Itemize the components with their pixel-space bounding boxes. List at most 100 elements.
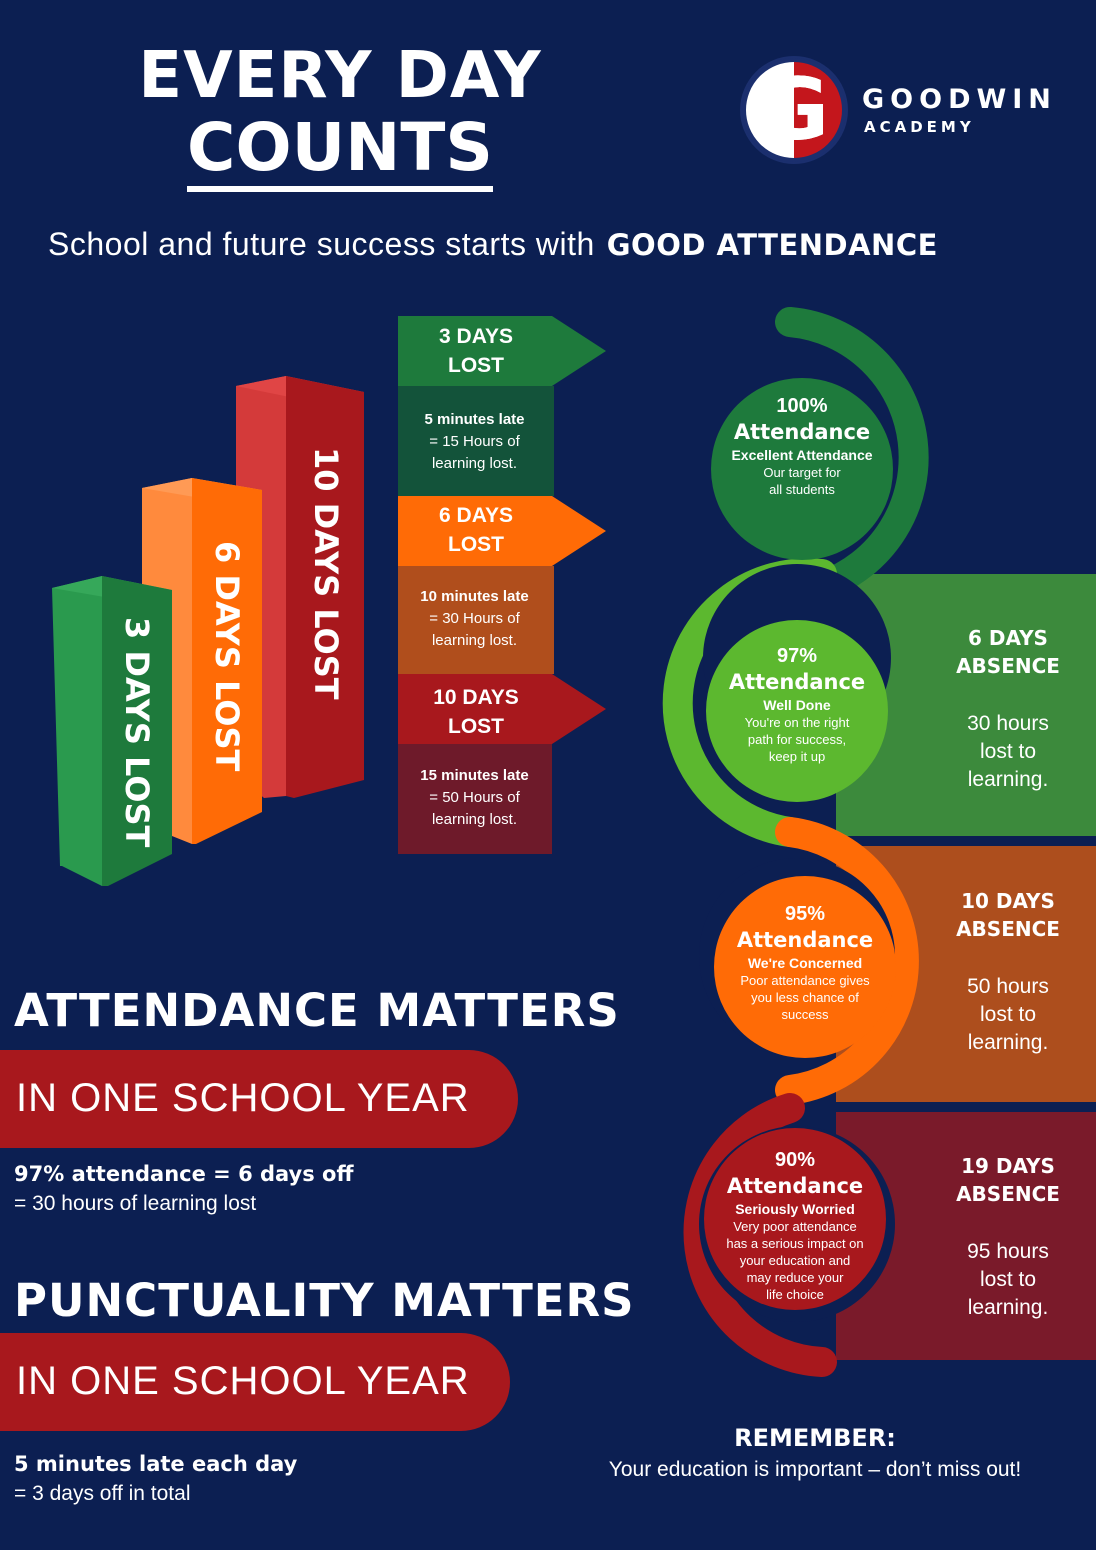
- circle-97-desc1: You're on the right: [744, 715, 850, 730]
- punctuality-pill-text: IN ONE SCHOOL YEAR: [16, 1359, 470, 1403]
- panel-95: 10 DAYS ABSENCE 50 hours lost to learnin…: [920, 887, 1096, 1057]
- late-5-title: 5 minutes late: [424, 411, 525, 428]
- panel-97-hours1: 30 hours: [967, 712, 1049, 735]
- circle-95-pct: 95%: [784, 903, 826, 925]
- circle-95: 95% Attendance We're Concerned Poor atte…: [714, 876, 896, 1058]
- circle-95-desc1: Poor attendance gives: [740, 973, 870, 988]
- title-line2: COUNTS: [40, 109, 640, 192]
- title-line1: EVERY DAY: [138, 39, 542, 113]
- tagline-bold: GOOD ATTENDANCE: [606, 228, 938, 262]
- panel-90-days: 19 DAYS: [961, 1154, 1055, 1178]
- panel-97-hours: 30 hours lost to learning.: [920, 710, 1096, 794]
- tag-3-line1: 3 DAYS: [439, 325, 513, 348]
- late-15-hours2: learning lost.: [431, 811, 518, 828]
- remember-text: Your education is important – don’t miss…: [608, 1458, 1022, 1481]
- circle-90-desc4: may reduce your: [746, 1270, 844, 1285]
- circle-95-status: We're Concerned: [747, 955, 863, 971]
- attendance-pill: IN ONE SCHOOL YEAR: [0, 1050, 518, 1148]
- bar-3-label: 3 DAYS LOST: [118, 617, 156, 848]
- late-10-title: 10 minutes late: [420, 588, 529, 605]
- late-box-10-min: 10 minutes late = 30 Hours of learning los…: [398, 586, 551, 652]
- late-15-hours1: = 50 Hours of: [429, 789, 520, 806]
- circle-90-desc1: Very poor attendance: [733, 1219, 857, 1234]
- panel-90-hours3: learning.: [967, 1296, 1049, 1319]
- panel-97-hours3: learning.: [967, 768, 1049, 791]
- panel-97-absence: ABSENCE: [956, 654, 1060, 678]
- bar-3-side: [52, 576, 102, 886]
- bar-3-front: [102, 576, 172, 886]
- circle-100-pct: 100%: [776, 395, 828, 417]
- tag-3-days: 3 DAYS LOST: [398, 322, 554, 380]
- circle-100-status: Excellent Attendance: [731, 447, 873, 463]
- circle-95-attendance: Attendance: [736, 928, 874, 952]
- tagline-prefix: School and future success starts with: [48, 226, 595, 262]
- circle-97: 97% Attendance Well Done You're on the r…: [706, 620, 888, 802]
- late-5-hours2: learning lost.: [431, 455, 518, 472]
- bars-graphic: [52, 376, 364, 886]
- panel-90-hours: 95 hours lost to learning.: [920, 1238, 1096, 1322]
- circle-97-attendance: Attendance: [728, 670, 866, 694]
- goodwin-logo-icon: [740, 56, 848, 164]
- tag-10-days: 10 DAYS LOST: [398, 683, 554, 741]
- tag-6-days: 6 DAYS LOST: [398, 501, 554, 559]
- circle-97-desc3: keep it up: [768, 749, 826, 764]
- circle-90-desc2: has a serious impact on: [726, 1236, 864, 1251]
- tag-3-line2: LOST: [448, 354, 504, 377]
- circle-90: 90% Attendance Seriously Worried Very po…: [704, 1128, 886, 1310]
- attendance-note-bold: 97% attendance = 6 days off: [14, 1162, 354, 1186]
- panel-90-hours1: 95 hours: [967, 1240, 1049, 1263]
- tag-6-line2: LOST: [448, 533, 504, 556]
- panel-95-hours2: lost to: [979, 1003, 1037, 1026]
- logo-name: GOODWIN: [862, 84, 1057, 115]
- panel-95-hours: 50 hours lost to learning.: [920, 973, 1096, 1057]
- attendance-matters-heading: ATTENDANCE MATTERS: [14, 984, 620, 1037]
- late-10-hours2: learning lost.: [431, 632, 518, 649]
- circle-100-desc1: Our target for: [763, 465, 841, 480]
- circle-90-pct: 90%: [774, 1149, 816, 1171]
- attendance-note: 97% attendance = 6 days off = 30 hours o…: [14, 1160, 354, 1218]
- punctuality-note-text: = 3 days off in total: [14, 1482, 191, 1505]
- attendance-pill-text: IN ONE SCHOOL YEAR: [16, 1076, 470, 1120]
- circle-90-status: Seriously Worried: [735, 1201, 855, 1217]
- circle-90-desc3: your education and: [739, 1253, 851, 1268]
- attendance-note-text: = 30 hours of learning lost: [14, 1192, 257, 1215]
- title-line2-text: COUNTS: [187, 109, 493, 192]
- panel-97-days: 6 DAYS: [968, 626, 1048, 650]
- circle-100-attendance: Attendance: [733, 420, 871, 444]
- late-15-title: 15 minutes late: [420, 767, 529, 784]
- late-tags-graphic: [398, 316, 606, 854]
- circle-95-desc2: you less chance of: [751, 990, 859, 1005]
- bar-10-label: 10 DAYS LOST: [307, 447, 345, 700]
- circle-95-desc3: success: [781, 1007, 829, 1022]
- panel-90-absence: ABSENCE: [956, 1182, 1060, 1206]
- tag-10-line2: LOST: [448, 715, 504, 738]
- bar-10-front: [286, 376, 364, 798]
- logo-sub: ACADEMY: [864, 118, 975, 136]
- tag-10-line1: 10 DAYS: [433, 686, 519, 709]
- circle-97-desc2: path for success,: [747, 732, 847, 747]
- late-5-hours1: = 15 Hours of: [429, 433, 520, 450]
- punctuality-note: 5 minutes late each day = 3 days off in …: [14, 1450, 297, 1508]
- panel-95-hours1: 50 hours: [967, 975, 1049, 998]
- tag-6-line1: 6 DAYS: [439, 504, 513, 527]
- logo-letter: G: [758, 60, 830, 160]
- circle-100-desc2: all students: [769, 482, 835, 497]
- circle-97-status: Well Done: [763, 697, 831, 713]
- panel-95-absence: ABSENCE: [956, 917, 1060, 941]
- late-box-5-min: 5 minutes late = 15 Hours of learning lost…: [398, 409, 551, 475]
- late-box-15-min: 15 minutes late = 50 Hours of learning los…: [398, 765, 551, 831]
- bar-6-front: [192, 478, 262, 844]
- panel-95-days: 10 DAYS: [961, 889, 1055, 913]
- late-10-hours1: = 30 Hours of: [429, 610, 520, 627]
- circle-90-desc5: life choice: [766, 1287, 824, 1302]
- panel-90: 19 DAYS ABSENCE 95 hours lost to learnin…: [920, 1152, 1096, 1322]
- panel-97-hours2: lost to: [979, 740, 1037, 763]
- circle-90-attendance: Attendance: [726, 1174, 864, 1198]
- circle-97-pct: 97%: [776, 645, 818, 667]
- punctuality-matters-heading: PUNCTUALITY MATTERS: [14, 1274, 635, 1327]
- remember-heading: REMEMBER:: [734, 1424, 896, 1452]
- punctuality-note-bold: 5 minutes late each day: [14, 1452, 298, 1476]
- bar-6-label: 6 DAYS LOST: [208, 541, 246, 772]
- panel-97: 6 DAYS ABSENCE 30 hours lost to learning…: [920, 624, 1096, 794]
